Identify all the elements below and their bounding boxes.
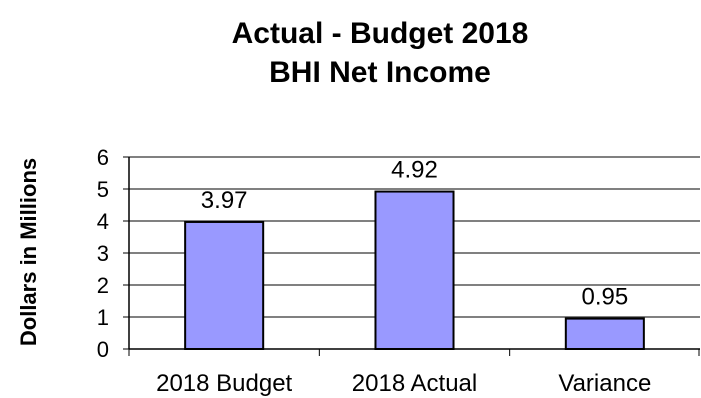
- y-tick-label: 0: [97, 337, 109, 362]
- y-tick-label: 6: [97, 145, 109, 170]
- y-axis-title: Dollars in Millions: [16, 158, 41, 346]
- bar: [374, 190, 455, 350]
- y-tick-label: 4: [97, 209, 109, 234]
- y-tick-label: 1: [97, 305, 109, 330]
- bars: [184, 190, 645, 351]
- chart-title-line-2: BHI Net Income: [269, 56, 491, 89]
- bar: [564, 317, 645, 351]
- data-label: 0.95: [581, 284, 628, 311]
- bar: [184, 220, 265, 351]
- y-tick-label: 2: [97, 273, 109, 298]
- y-tick-label: 3: [97, 241, 109, 266]
- data-label: 4.92: [391, 157, 438, 184]
- x-tick-label: 2018 Actual: [352, 370, 477, 397]
- x-tick-label: 2018 Budget: [156, 370, 292, 397]
- y-tick-label: 5: [97, 177, 109, 202]
- labels: 0 1 2 3 4 5 6 3.97 2018 Budget 4.92 2018 Actual 0.9…: [97, 145, 652, 397]
- axes: [123, 156, 700, 356]
- data-label: 3.97: [201, 187, 248, 214]
- x-tick-label: Variance: [558, 370, 651, 397]
- chart-title-line-1: Actual - Budget 2018: [232, 17, 529, 50]
